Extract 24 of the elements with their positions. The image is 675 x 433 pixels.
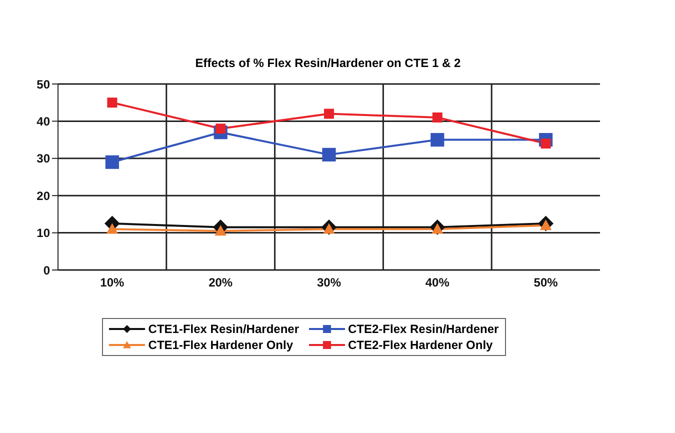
legend-label: CTE1-Flex Resin/Hardener — [148, 322, 299, 336]
point — [105, 155, 119, 169]
y-tick-label: 40 — [36, 114, 50, 128]
chart-title: Effects of % Flex Resin/Hardener on CTE 1 & 2 — [194, 56, 462, 70]
legend-label: CTE1-Flex Hardener Only — [148, 338, 293, 352]
y-tick-label: 30 — [36, 152, 50, 166]
x-tick-label: 30% — [316, 276, 342, 290]
y-tick-label: 20 — [36, 188, 50, 203]
x-tick-label: 20% — [208, 276, 233, 290]
point — [432, 112, 442, 122]
x-tick-label: 40% — [425, 276, 450, 290]
x-tick-label: 50% — [534, 276, 558, 290]
y-tick-label: 0 — [43, 263, 50, 278]
point — [430, 133, 444, 147]
point — [322, 148, 336, 162]
point — [214, 225, 226, 236]
point — [324, 108, 334, 119]
y-tick-label: 10 — [36, 226, 50, 240]
point — [107, 98, 118, 108]
point — [106, 223, 118, 234]
legend-label: CTE2-Flex Resin/Hardener — [348, 322, 499, 336]
y-tick-label: 50 — [36, 77, 50, 92]
x-tick-label: 10% — [100, 276, 125, 290]
legend-label: CTE2-Flex Hardener Only — [348, 338, 493, 352]
